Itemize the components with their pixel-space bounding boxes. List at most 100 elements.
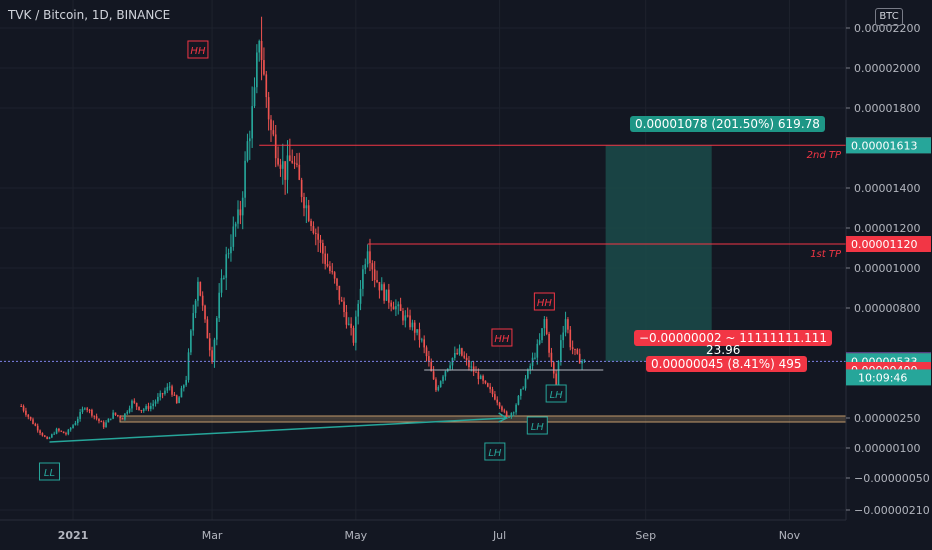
- candle-body: [425, 347, 428, 357]
- candle-body: [428, 356, 430, 362]
- trendline: [49, 417, 507, 443]
- candle-body: [501, 406, 503, 411]
- candle-body: [555, 373, 557, 386]
- candle-body: [164, 390, 166, 394]
- currency-badge[interactable]: BTC: [875, 8, 903, 26]
- candle-body: [512, 412, 515, 414]
- candle-body: [376, 279, 378, 283]
- candle-body: [213, 339, 216, 363]
- candle-body: [369, 251, 371, 264]
- risk-reward-ratio: 23.96: [706, 343, 741, 357]
- candle-body: [22, 406, 25, 411]
- pattern-label-box: [491, 328, 513, 347]
- candle-body: [491, 389, 494, 395]
- candle-body: [244, 160, 246, 198]
- candle-body: [105, 422, 107, 428]
- candle-body: [300, 179, 303, 197]
- candle-body: [453, 352, 456, 358]
- y-tick-label: 0.00002000: [854, 62, 920, 75]
- candle-body: [322, 242, 324, 254]
- candle-body: [270, 119, 272, 131]
- price-badge-label: 0.00001120: [851, 238, 917, 251]
- candle-body: [409, 315, 411, 328]
- candle-body: [310, 220, 312, 227]
- candle-body: [517, 395, 520, 405]
- y-tick-label: 0.00002200: [854, 22, 920, 35]
- candle-body: [76, 418, 79, 423]
- candle-body: [397, 304, 400, 307]
- candle-body: [253, 87, 256, 107]
- candle-body: [260, 40, 263, 61]
- candle-body: [171, 386, 173, 395]
- candle-body: [562, 332, 565, 341]
- candle-body: [117, 415, 119, 417]
- candle-body: [265, 74, 268, 98]
- candle-body: [241, 197, 244, 216]
- candle-body: [178, 397, 180, 404]
- candle-body: [581, 360, 583, 364]
- candle-body: [204, 305, 206, 320]
- candle-body: [383, 284, 385, 301]
- candle-body: [152, 403, 155, 407]
- candle-body: [53, 433, 56, 435]
- stop-measure-label: 0.00000045 (8.41%) 495: [646, 356, 807, 372]
- y-tick-label: 0.00000250: [854, 412, 920, 425]
- candle-body: [32, 419, 34, 424]
- countdown-label: 10:09:46: [858, 371, 907, 384]
- candle-body: [112, 412, 114, 419]
- pattern-label-box: [484, 442, 506, 461]
- candle-body: [423, 339, 426, 348]
- candle-body: [107, 418, 110, 423]
- x-tick-label: Nov: [779, 529, 801, 542]
- candle-body: [463, 355, 466, 358]
- candle-body: [121, 418, 124, 420]
- candle-body: [402, 310, 404, 321]
- candle-body: [277, 158, 279, 165]
- candle-body: [392, 306, 395, 310]
- candle-body: [390, 302, 393, 307]
- candle-body: [524, 378, 527, 389]
- candle-body: [218, 292, 220, 319]
- candle-body: [175, 395, 178, 404]
- y-tick-label: 0.00001400: [854, 182, 920, 195]
- candle-body: [201, 295, 204, 306]
- candle-body: [571, 347, 574, 349]
- candle-body: [48, 437, 51, 439]
- pattern-label-box: [526, 416, 548, 435]
- candle-body: [329, 266, 331, 272]
- candle-body: [239, 209, 242, 216]
- candle-body: [465, 357, 468, 361]
- pattern-label: HH: [190, 46, 206, 57]
- candle-body: [296, 163, 298, 165]
- candle-body: [444, 371, 447, 377]
- candle-body: [263, 60, 265, 75]
- candle-body: [439, 381, 442, 388]
- candle-body: [140, 410, 143, 412]
- candle-body: [128, 408, 131, 412]
- target-zone: [605, 145, 712, 362]
- candle-body: [406, 315, 409, 317]
- candle-body: [230, 246, 232, 254]
- candle-body: [534, 357, 536, 359]
- candle-body: [206, 319, 209, 339]
- candle-body: [378, 282, 381, 291]
- candle-body: [550, 352, 553, 363]
- candle-body: [380, 284, 383, 291]
- candle-body: [557, 361, 560, 386]
- candle-body: [515, 404, 517, 413]
- candle-body: [505, 411, 508, 417]
- candle-body: [385, 289, 388, 301]
- candle-body: [223, 277, 225, 279]
- candle-body: [479, 375, 482, 379]
- candle-body: [352, 327, 355, 343]
- candle-body: [25, 410, 27, 415]
- candle-body: [538, 340, 541, 344]
- candle-body: [578, 353, 581, 364]
- y-tick-label: 0.00001200: [854, 222, 920, 235]
- candle-body: [307, 205, 310, 221]
- candle-body: [138, 406, 140, 411]
- x-tick-label: 2021: [58, 529, 89, 542]
- candle-body: [102, 422, 105, 428]
- candle-body: [84, 408, 86, 410]
